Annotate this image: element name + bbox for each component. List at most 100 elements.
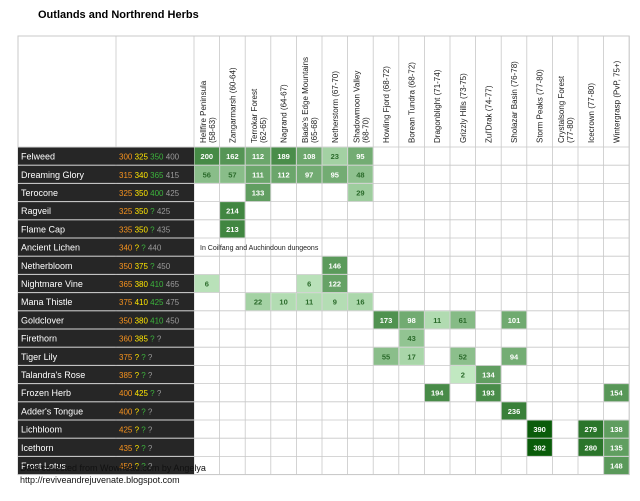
herb-name-lichbloom: Lichbloom (21, 425, 62, 435)
skill-level: ? (132, 462, 139, 471)
herb-name-flame-cap: Flame Cap (21, 224, 65, 234)
skill-level: 340 (119, 244, 133, 253)
skill-level: ? (155, 335, 162, 344)
heat-cell-terocone-6 (348, 183, 373, 202)
skill-level: 425 (132, 389, 148, 398)
cell-value-mana-thistle-2: 22 (254, 298, 262, 307)
skill-level: 375 (132, 262, 148, 271)
heat-cell-lichbloom-15 (578, 420, 604, 438)
cell-value-lichbloom-13: 390 (533, 425, 546, 434)
skill-level: ? (155, 389, 162, 398)
cell-value-flame-cap-1: 213 (226, 225, 239, 234)
cell-value-tiger-lily-7: 55 (382, 352, 390, 361)
row-label-bg-frozen-herb (18, 384, 194, 402)
heat-cell-icethorn-15 (578, 438, 604, 456)
skill-levels-flame-cap: 335 350 ? 435 (119, 225, 171, 234)
skill-level: 425 (148, 298, 164, 307)
skill-level: ? (146, 407, 153, 416)
skill-level: ? (132, 426, 139, 435)
heat-cell-frost-lotus-16 (604, 456, 629, 475)
skill-level: 380 (132, 280, 148, 289)
zone-header-4: Blade's Edge Mountains(65-68) (301, 57, 319, 143)
zone-header-14: Crystalsong Forest(77-80) (557, 75, 575, 143)
heat-cell-nightmare-vine-5 (322, 274, 348, 293)
zone-header-1: Zangarmarsh (60-64) (228, 67, 237, 143)
skill-level: 410 (148, 316, 164, 325)
footer-credit: Data collected from Wowhead.com by Angel… (20, 463, 206, 473)
heat-cell-goldclover-8 (399, 311, 424, 329)
skill-level: ? (139, 462, 146, 471)
row-label-bg-flame-cap (18, 220, 194, 238)
cell-value-goldclover-9: 11 (433, 316, 441, 325)
heat-cell-dreaming-glory-2 (245, 165, 271, 183)
heat-cell-felweed-5 (322, 147, 348, 165)
heat-cell-netherbloom-5 (322, 256, 348, 274)
heat-cell-nightmare-vine-4 (296, 274, 322, 293)
skill-level: 360 (119, 335, 133, 344)
skill-level: 315 (119, 171, 133, 180)
skill-level: ? (132, 244, 139, 253)
cell-value-frozen-herb-16: 154 (610, 389, 623, 398)
cell-value-dreaming-glory-6: 48 (356, 170, 364, 179)
cell-value-adder-s-tongue-12: 236 (508, 407, 521, 416)
heat-cell-dreaming-glory-4 (296, 165, 322, 183)
cell-value-felweed-4: 108 (303, 152, 316, 161)
heat-cell-talandra-s-rose-10 (450, 365, 476, 384)
heat-cell-tiger-lily-10 (450, 347, 476, 365)
cell-value-goldclover-8: 98 (407, 316, 415, 325)
skill-level: 465 (164, 280, 180, 289)
cell-value-goldclover-12: 101 (508, 316, 521, 325)
heat-cell-dreaming-glory-5 (322, 165, 348, 183)
skill-level: 450 (119, 462, 133, 471)
skill-level: ? (139, 407, 146, 416)
herb-name-ragveil: Ragveil (21, 206, 51, 216)
cell-value-nightmare-vine-0: 6 (205, 280, 209, 289)
skill-level: 400 (164, 153, 180, 162)
cell-value-felweed-3: 189 (277, 152, 290, 161)
cell-value-goldclover-7: 173 (380, 316, 393, 325)
row-label-bg-ancient-lichen (18, 238, 194, 256)
row-label-bg-netherbloom (18, 256, 194, 274)
row-label-bg-dreaming-glory (18, 165, 194, 183)
herb-name-dreaming-glory: Dreaming Glory (21, 170, 85, 180)
skill-level: 425 (155, 207, 171, 216)
cell-value-tiger-lily-12: 94 (510, 352, 519, 361)
skill-levels-frost-lotus: 450 ? ? ? (119, 462, 153, 471)
skill-level: 400 (119, 389, 133, 398)
cell-value-frozen-herb-11: 193 (482, 389, 495, 398)
skill-level: ? (132, 444, 139, 453)
cell-value-frost-lotus-16: 148 (610, 462, 623, 471)
skill-level: 350 (132, 225, 148, 234)
heat-cell-felweed-1 (220, 147, 245, 165)
row-label-bg-goldclover (18, 311, 194, 329)
cell-value-felweed-0: 200 (201, 152, 214, 161)
heat-cell-tiger-lily-12 (501, 347, 527, 365)
footer-url[interactable]: http://reviveandrejuvenate.blogspot.com (20, 475, 180, 485)
skill-level: ? (139, 426, 146, 435)
cell-value-dreaming-glory-1: 57 (228, 170, 236, 179)
skill-level: ? (148, 389, 155, 398)
skill-level: ? (139, 353, 146, 362)
cell-value-terocone-2: 133 (252, 189, 265, 198)
skill-level: 350 (148, 153, 164, 162)
cell-value-felweed-2: 112 (252, 152, 264, 161)
skill-level: ? (146, 371, 153, 380)
skill-levels-felweed: 300 325 350 400 (119, 153, 180, 162)
heat-cell-dreaming-glory-3 (271, 165, 296, 183)
heat-cell-goldclover-10 (450, 311, 476, 329)
skill-level: ? (139, 444, 146, 453)
skill-level: 385 (132, 335, 148, 344)
heat-cell-flame-cap-1 (220, 220, 245, 238)
skill-levels-firethorn: 360 385 ? ? (119, 335, 162, 344)
heat-cell-talandra-s-rose-11 (476, 365, 501, 384)
skill-level: 450 (155, 262, 171, 271)
row-label-bg-adder-s-tongue (18, 402, 194, 420)
cell-value-felweed-1: 162 (226, 152, 239, 161)
skill-levels-dreaming-glory: 315 340 365 415 (119, 171, 180, 180)
heat-cell-nightmare-vine-0 (194, 274, 220, 293)
cell-value-mana-thistle-3: 10 (279, 298, 287, 307)
heat-cell-frozen-herb-11 (476, 384, 501, 402)
zone-header-8: Borean Tundra (68-72) (408, 62, 417, 143)
skill-level: 350 (119, 316, 133, 325)
